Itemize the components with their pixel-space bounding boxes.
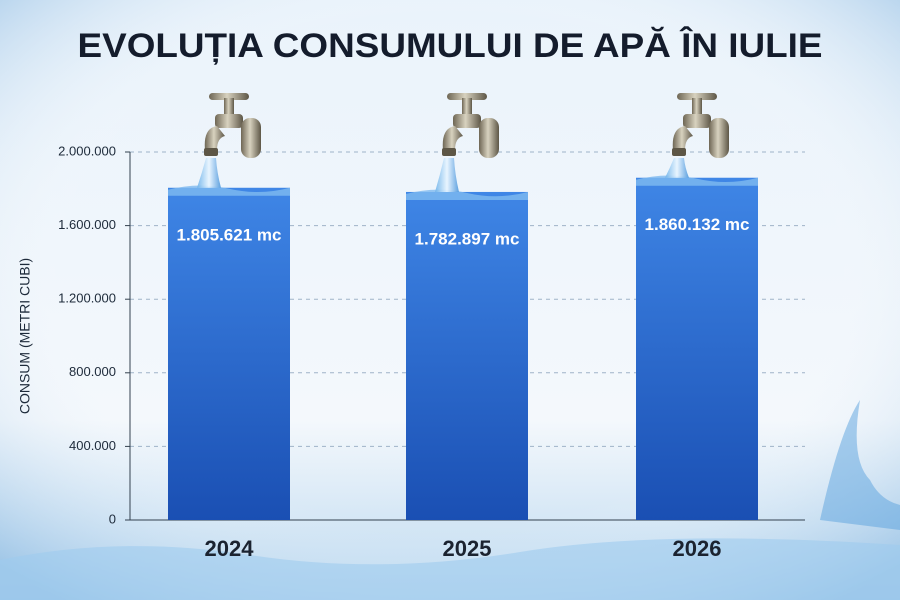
faucet-wall-mount xyxy=(709,118,729,158)
bar-water-top xyxy=(406,189,528,200)
x-tick-label: 2024 xyxy=(205,536,255,561)
x-tick-label: 2026 xyxy=(673,536,722,561)
y-axis-label: CONSUM (METRI CUBI) xyxy=(17,258,33,414)
value-label: 1.860.132 mc xyxy=(645,215,750,234)
value-label: 1.805.621 mc xyxy=(177,225,282,244)
faucet-body xyxy=(683,114,711,128)
faucet-stem xyxy=(462,98,472,116)
faucet-handle xyxy=(447,93,487,100)
y-tick-label: 0 xyxy=(109,511,116,526)
faucet-wall-mount xyxy=(241,118,261,158)
faucet-outlet xyxy=(672,148,686,156)
plot-area: 0 400.000 800.000 1.200.000 1.600.000 2.000.0… xyxy=(58,93,805,561)
bar xyxy=(168,187,290,520)
faucet xyxy=(665,93,729,178)
faucet-outlet xyxy=(204,148,218,156)
y-tick-label: 1.600.000 xyxy=(58,217,116,232)
bar xyxy=(406,191,528,520)
water-stream xyxy=(435,158,459,192)
chart-title: EVOLUȚIA CONSUMULUI DE APĂ ÎN IULIE xyxy=(78,27,823,65)
faucet-spout xyxy=(442,126,463,150)
value-label: 1.782.897 mc xyxy=(415,229,520,248)
faucet-stem xyxy=(692,98,702,116)
faucet-handle xyxy=(677,93,717,100)
bar-water-top xyxy=(636,175,758,186)
faucet xyxy=(435,93,499,192)
y-tick-label: 800.000 xyxy=(69,364,116,379)
faucet-stem xyxy=(224,98,234,116)
x-tick-label: 2025 xyxy=(443,536,492,561)
bar-water-top xyxy=(168,185,290,196)
faucet-handle xyxy=(209,93,249,100)
faucet xyxy=(197,93,261,188)
faucet-wall-mount xyxy=(479,118,499,158)
faucet-spout xyxy=(672,126,693,150)
water-stream xyxy=(665,158,689,178)
water-surface xyxy=(0,538,900,600)
faucet-body xyxy=(453,114,481,128)
faucet-spout xyxy=(204,126,225,150)
faucet-body xyxy=(215,114,243,128)
water-splash xyxy=(820,400,900,530)
y-tick-label: 1.200.000 xyxy=(58,291,116,306)
y-tick-label: 2.000.000 xyxy=(58,143,116,158)
bar xyxy=(636,177,758,520)
y-tick-label: 400.000 xyxy=(69,438,116,453)
faucet-outlet xyxy=(442,148,456,156)
water-stream xyxy=(197,158,221,188)
